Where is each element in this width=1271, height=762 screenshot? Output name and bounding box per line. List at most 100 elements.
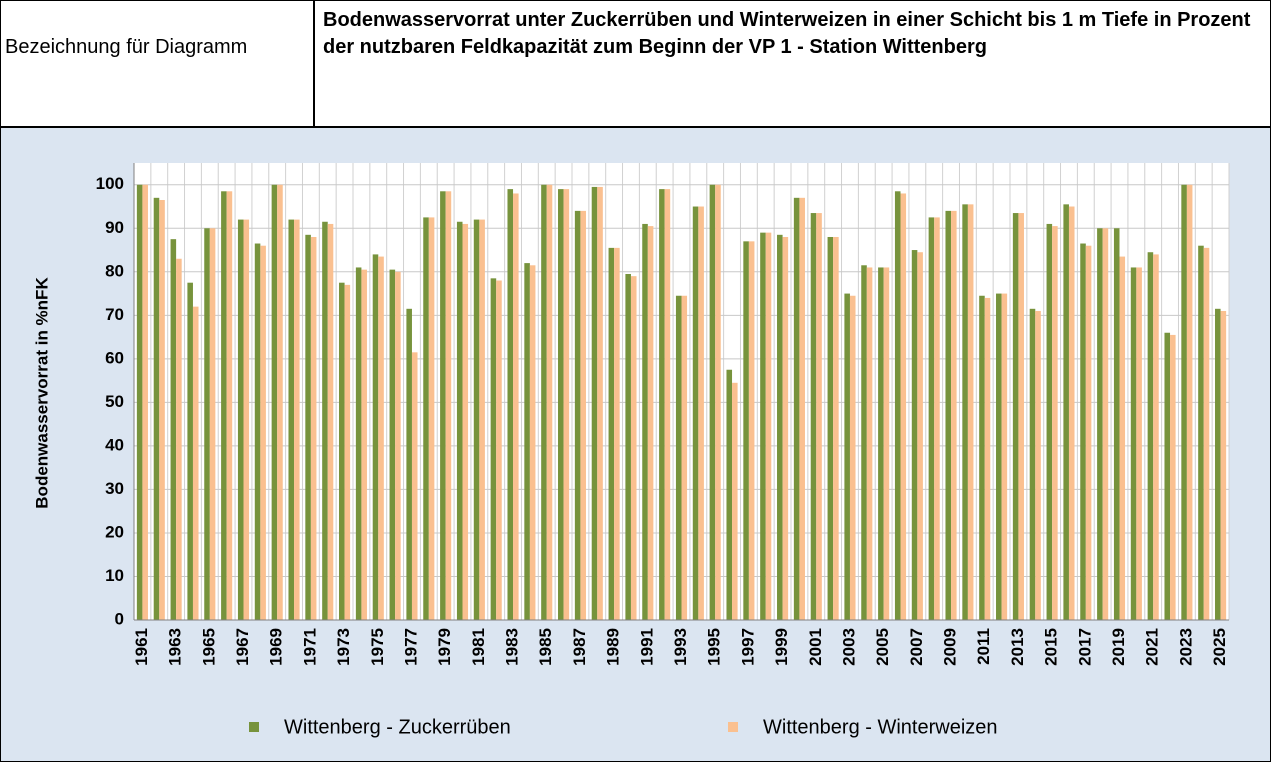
x-tick-label: 1977 [401,628,420,666]
bar [462,223,469,620]
x-tick-label: 2019 [1109,628,1128,666]
bar [428,217,435,620]
bar [675,295,682,620]
bar [1097,228,1103,620]
bar [849,295,856,620]
bar [934,217,940,620]
x-tick-label: 1961 [132,628,151,666]
x-tick-label: 1979 [435,628,454,666]
x-tick-label: 2023 [1176,628,1195,666]
x-tick-label: 1995 [705,628,724,666]
bar [900,193,907,620]
x-tick-label: 2013 [1008,628,1027,666]
bar [204,228,210,620]
bar [962,204,968,620]
bar [546,184,553,620]
bar [1164,332,1171,620]
bar [1181,184,1187,620]
bar [951,210,957,620]
bar [395,271,401,620]
bar [355,267,362,620]
bar [945,210,952,620]
bar [176,258,182,620]
bar [260,245,266,620]
bar [310,236,317,620]
bar [1085,245,1092,620]
bar [883,267,890,620]
bar [647,226,654,620]
x-tick-label: 2021 [1143,628,1162,666]
bar [782,236,789,620]
bar [1220,310,1227,620]
bar [372,254,379,620]
bar [748,241,755,620]
bar [1113,228,1120,620]
bar [496,280,502,620]
bar [659,189,665,620]
bar [1063,204,1069,620]
chart: Bodenwasservorrat in %nFK 0 10 20 30 40 50 60 7… [1,128,1270,761]
bar [743,241,749,620]
bar [170,239,177,620]
bar [1203,247,1210,620]
bar [411,352,418,620]
x-tick-label: 2011 [974,628,993,665]
y-tick-label: 80 [105,261,124,280]
y-tick-label: 50 [105,392,124,411]
bar [254,243,261,620]
bar [327,223,334,620]
bar [305,234,311,621]
x-tick-label: 2001 [806,628,825,666]
bar [1215,308,1221,620]
bar [541,184,547,620]
bar [1147,252,1154,620]
bar [664,189,671,620]
bar [192,306,199,620]
bar [816,213,822,621]
bar [1001,293,1008,620]
header-label: Bezeichnung für Diagramm [1,1,315,126]
x-tick-label: 2025 [1210,628,1229,666]
bar [288,219,295,620]
legend-marker [249,722,259,732]
x-tick-label: 1989 [604,628,623,666]
y-tick-label: 70 [105,305,124,324]
bar [630,276,637,620]
bar [861,265,867,620]
bar [833,236,839,620]
bar [563,189,570,620]
y-tick-label: 10 [105,566,124,585]
bar [1068,206,1075,620]
bar [726,369,733,620]
bar [1012,213,1019,621]
bar [344,284,351,620]
bar [894,191,901,621]
x-tick-label: 1973 [334,628,353,666]
bar [793,197,800,621]
y-tick-label: 60 [105,348,124,367]
bar [237,219,244,620]
header: Bezeichnung für Diagramm Bodenwasservorr… [1,1,1270,128]
bar [445,191,452,621]
bar [765,232,772,620]
bar [558,189,564,620]
x-tick-label: 1983 [503,628,522,666]
y-axis-label: Bodenwasservorrat in %nFK [32,277,51,509]
x-tick-label: 2015 [1042,628,1061,666]
bar [642,223,648,620]
bar [591,186,598,620]
bar [844,293,850,620]
bar [614,247,620,620]
bar [389,269,396,620]
bar [339,282,345,620]
legend-label: Wittenberg - Winterweizen [763,716,998,738]
bar [777,234,783,621]
bar [911,250,918,621]
bar [1046,223,1053,620]
bar [799,197,805,621]
bar [271,184,278,620]
bar [142,184,148,620]
bar [1052,226,1058,620]
bar [277,184,283,620]
